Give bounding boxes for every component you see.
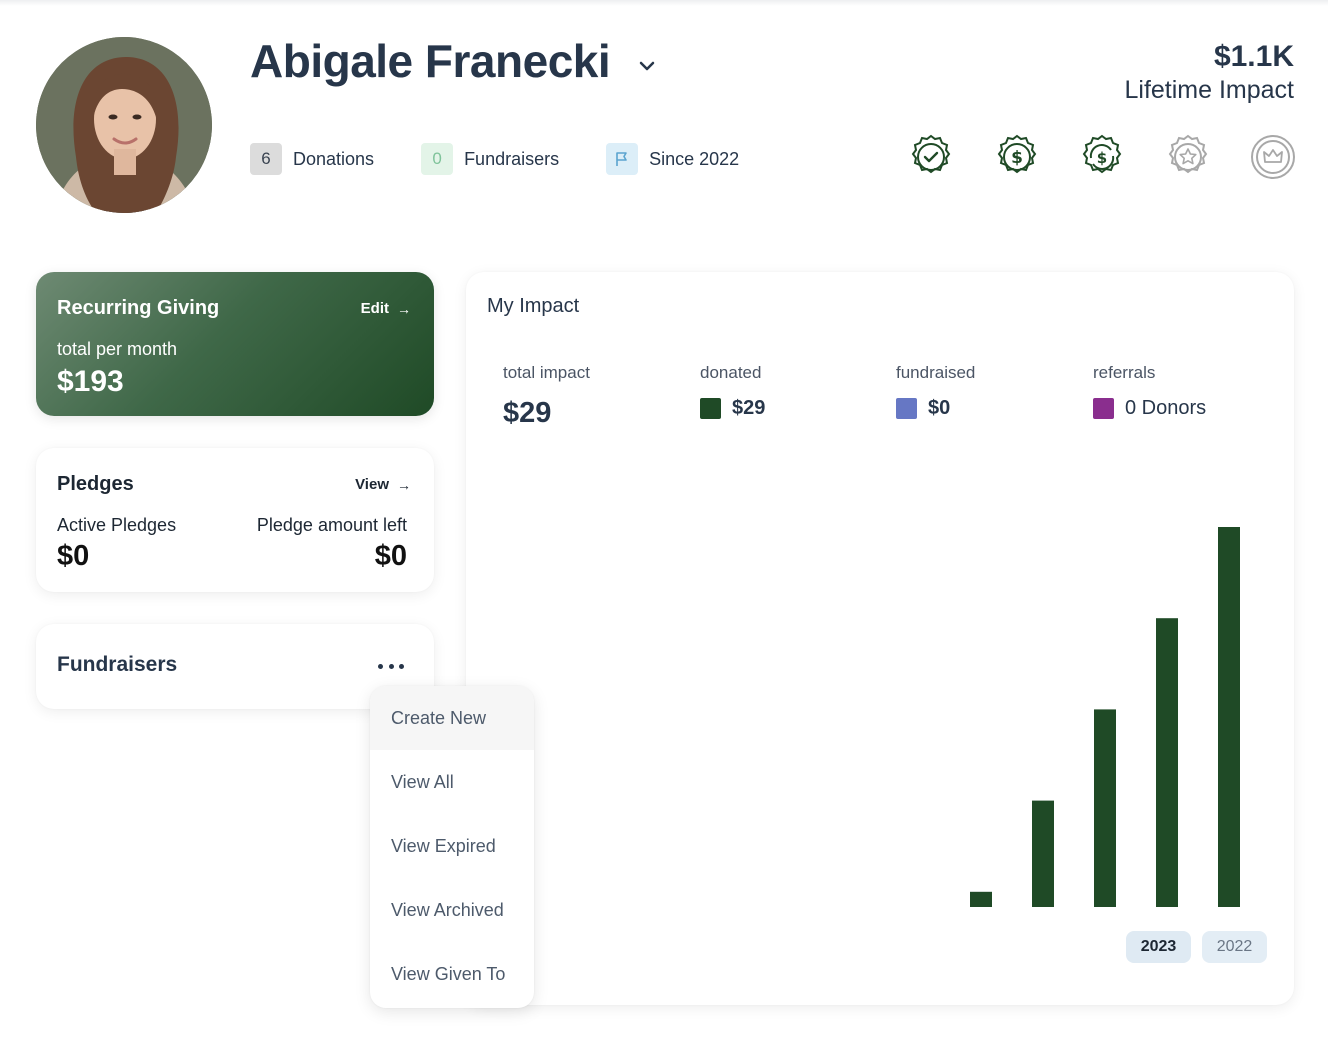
donations-count: 6 — [250, 143, 282, 175]
referrals-kpi: referrals 0 Donors — [1093, 363, 1206, 420]
donated-value: $29 — [732, 397, 766, 419]
menu-item-view-expired[interactable]: View Expired — [391, 835, 496, 856]
view-label: View — [355, 476, 389, 493]
lifetime-amount: $1.1K — [1213, 40, 1294, 73]
profile-name: Abigale Franecki — [250, 35, 611, 87]
fundraised-label: fundraised — [896, 363, 976, 382]
total-impact-value: $29 — [503, 397, 552, 429]
donations-label: Donations — [293, 148, 375, 169]
dollar-badge-icon[interactable]: $ — [994, 134, 1040, 180]
chart-bar — [1156, 618, 1178, 907]
chart-bar — [1218, 527, 1240, 907]
chevron-down-icon[interactable] — [636, 55, 658, 77]
impact-chart — [970, 527, 1240, 907]
fundraisers-count: 0 — [421, 143, 454, 175]
since-stat: Since 2022 — [606, 143, 739, 175]
referrals-label: referrals — [1093, 363, 1156, 382]
star-badge-icon[interactable] — [1165, 134, 1211, 180]
svg-text:$: $ — [1097, 149, 1107, 167]
recurring-giving-card: Recurring Giving Edit → total per month … — [36, 272, 434, 416]
total-impact-kpi: total impact $29 — [503, 363, 590, 430]
top-shade — [0, 0, 1328, 6]
fundraised-kpi: fundraised $0 — [896, 363, 975, 420]
crown-badge-icon[interactable] — [1250, 134, 1296, 180]
active-pledges-label: Active Pledges — [57, 515, 177, 535]
pledges-card: Pledges View → Active Pledges Pledge amo… — [36, 448, 434, 592]
achievement-badges: $ $ — [908, 134, 1296, 180]
profile-stats: 6 Donations 0 Fundraisers Since 2022 — [250, 143, 786, 175]
flag-icon — [606, 143, 639, 175]
impact-card: My Impact total impact $29 donated $29 f… — [466, 272, 1294, 1005]
fundraisers-title: Fundraisers — [57, 653, 178, 676]
fundraised-value: $0 — [928, 397, 951, 419]
total-impact-label: total impact — [503, 363, 590, 382]
donated-label: donated — [700, 363, 762, 382]
impact-title: My Impact — [487, 295, 580, 317]
donations-stat: 6 Donations — [250, 143, 374, 175]
pledge-left-label: Pledge amount left — [256, 515, 407, 535]
recurring-amount: $193 — [57, 365, 124, 398]
recurring-title: Recurring Giving — [57, 297, 220, 319]
pledge-left-value: $0 — [374, 540, 407, 572]
fundraised-swatch — [896, 398, 917, 419]
check-badge-icon[interactable] — [908, 134, 954, 180]
lifetime-impact: $1.1K Lifetime Impact — [1124, 40, 1294, 105]
edit-label: Edit — [360, 300, 389, 317]
edit-recurring-button[interactable]: Edit → — [361, 300, 411, 317]
arrow-right-icon: → — [397, 476, 411, 493]
view-pledges-button[interactable]: View → — [355, 476, 411, 493]
menu-item-view-archived[interactable]: View Archived — [391, 899, 504, 920]
since-label: Since 2022 — [649, 148, 740, 169]
active-pledges-value: $0 — [57, 540, 90, 572]
chart-bar — [970, 891, 992, 907]
fundraisers-label: Fundraisers — [464, 148, 560, 169]
year-2022-tab[interactable]: 2022 — [1202, 931, 1267, 963]
arrow-right-icon: → — [397, 300, 411, 317]
menu-item-view-given-to[interactable]: View Given To — [391, 963, 506, 984]
fundraisers-card: Fundraisers — [36, 624, 434, 709]
avatar — [36, 37, 212, 213]
donated-kpi: donated $29 — [700, 363, 765, 420]
chart-bar — [1032, 800, 1054, 907]
recurring-dollar-badge-icon[interactable]: $ — [1079, 134, 1125, 180]
more-options-icon[interactable] — [378, 656, 404, 676]
recurring-subtitle: total per month — [57, 339, 178, 359]
lifetime-label: Lifetime Impact — [1124, 76, 1294, 104]
donated-swatch — [700, 398, 721, 419]
chart-bar — [1094, 709, 1116, 907]
svg-text:$: $ — [1011, 148, 1023, 168]
menu-item-view-all[interactable]: View All — [391, 771, 454, 792]
year-2023-tab[interactable]: 2023 — [1126, 931, 1191, 963]
menu-item-create-new[interactable]: Create New — [370, 686, 534, 750]
referrals-swatch — [1093, 398, 1114, 419]
fundraiser-options-menu: Create New View All View Expired View Ar… — [370, 686, 534, 1008]
fundraisers-stat: 0 Fundraisers — [421, 143, 559, 175]
pledges-title: Pledges — [57, 473, 134, 495]
referrals-value: 0 Donors — [1125, 397, 1207, 419]
